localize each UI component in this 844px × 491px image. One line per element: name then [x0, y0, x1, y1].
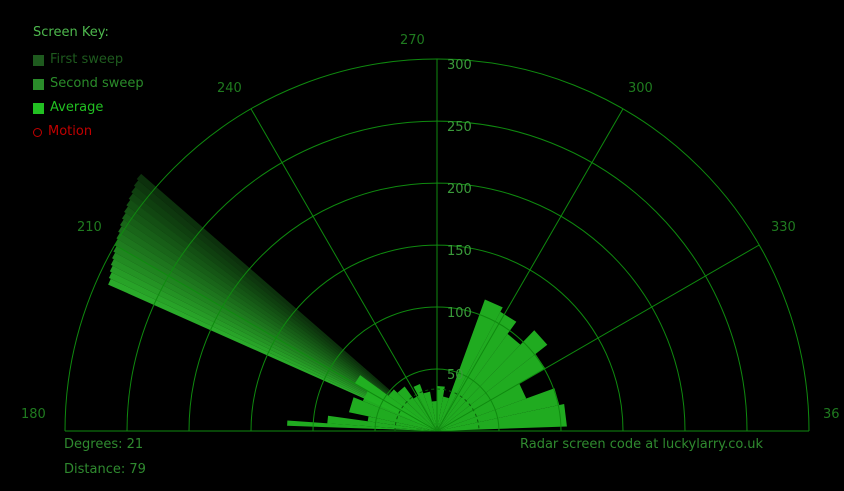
- degrees-value: 21: [126, 437, 144, 452]
- key-item-first-sweep: First sweep: [33, 48, 144, 72]
- sweep-wedge: [128, 193, 438, 431]
- key-item-label: Second sweep: [50, 76, 144, 91]
- sweep-wedge: [437, 388, 560, 431]
- sweep-wedge: [437, 311, 517, 431]
- angle-label: 180: [21, 407, 46, 422]
- key-item-label: Motion: [48, 124, 93, 139]
- angle-label: 210: [77, 220, 102, 235]
- degrees-readout: Degrees: 21: [64, 437, 143, 452]
- sweep-wedge: [413, 395, 437, 431]
- sweep-wedge: [367, 416, 437, 431]
- second-sweep-swatch-icon: [33, 78, 44, 90]
- sweep-wedge: [437, 403, 567, 431]
- distance-label: 200: [447, 182, 472, 197]
- sweep-wedge: [108, 278, 438, 431]
- sweep-wedge: [133, 180, 437, 431]
- key-item-label: First sweep: [50, 52, 124, 67]
- key-item-second-sweep: Second sweep: [33, 72, 144, 96]
- distance-label: 300: [447, 58, 472, 73]
- sweep-wedge: [124, 206, 437, 431]
- sweep-layer: [108, 173, 567, 431]
- average-swatch-icon: [33, 102, 44, 114]
- sweep-wedge: [437, 354, 546, 431]
- key-item-label: Average: [50, 100, 104, 115]
- sweep-wedge: [112, 252, 437, 431]
- sweep-wedge: [397, 386, 437, 431]
- sweep-wedge: [348, 397, 437, 431]
- screen-key-title: Screen Key:: [33, 25, 109, 40]
- angle-label: 240: [217, 81, 242, 96]
- distance-label: 150: [447, 244, 472, 259]
- distance-label: 100: [447, 306, 472, 321]
- distance-label: 250: [447, 120, 472, 135]
- sweep-wedge: [437, 396, 449, 431]
- spoke-line: [436, 244, 760, 432]
- sweep-wedge: [423, 391, 437, 431]
- angle-label: 300: [628, 81, 653, 96]
- sweep-wedge: [388, 389, 437, 431]
- sweep-wedge: [437, 330, 548, 431]
- sweep-wedge: [437, 299, 503, 431]
- radar-grid: [64, 58, 810, 432]
- credit-text: Radar screen code at luckylarry.co.uk: [520, 437, 763, 452]
- sweep-wedge: [110, 259, 438, 431]
- key-item-average: Average: [33, 96, 144, 120]
- spoke-line: [250, 108, 438, 432]
- sweep-wedge: [131, 186, 437, 431]
- first-sweep-swatch-icon: [33, 54, 44, 66]
- sweep-wedge: [119, 219, 437, 431]
- sweep-wedge: [354, 375, 437, 431]
- sweep-wedge: [413, 384, 437, 431]
- spoke-line: [114, 244, 438, 432]
- degrees-label: Degrees:: [64, 437, 123, 452]
- distance-label: Distance:: [64, 462, 126, 477]
- sweep-wedge: [126, 199, 438, 431]
- sweep-wedge: [431, 401, 437, 431]
- sweep-wedge: [121, 213, 437, 431]
- distance-value: 79: [129, 462, 146, 477]
- inner-ring: [394, 388, 480, 432]
- sweep-wedge: [109, 265, 438, 431]
- sweep-wedge: [327, 415, 437, 431]
- distance-label: 50: [447, 368, 464, 383]
- sweep-wedge: [437, 333, 521, 431]
- screen-key: Screen Key: First sweep Second sweep Ave…: [33, 24, 144, 144]
- angle-label: 330: [771, 220, 796, 235]
- sweep-wedge: [287, 420, 437, 431]
- spoke-line: [436, 108, 624, 432]
- sweep-wedge: [108, 272, 438, 431]
- sweep-wedge: [437, 383, 527, 431]
- key-item-motion: Motion: [33, 120, 144, 144]
- sweep-wedge: [136, 173, 437, 431]
- sweep-wedge: [437, 386, 445, 431]
- radar-labels: 180 210 240 270 300 330 36 50 100 150 200 250 300: [21, 33, 840, 422]
- distance-readout: Distance: 79: [64, 462, 146, 477]
- angle-label: 36: [823, 407, 840, 422]
- angle-label: 270: [400, 33, 425, 48]
- motion-circle-icon: [33, 127, 42, 137]
